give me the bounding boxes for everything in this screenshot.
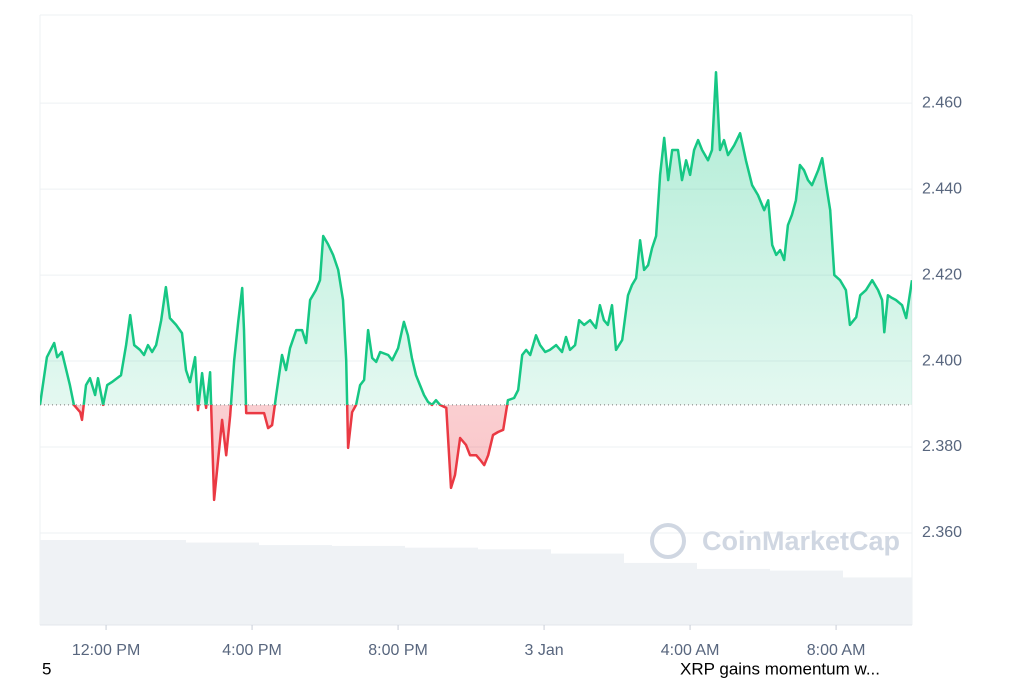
volume-bar [843, 577, 912, 625]
volume-bar [697, 568, 771, 625]
volume-bar [624, 562, 698, 625]
volume-bar [332, 545, 406, 625]
x-tick-label: 4:00 PM [222, 642, 282, 659]
volume-bar [405, 547, 479, 625]
y-tick-label: 2.360 [922, 524, 962, 541]
headline[interactable]: XRP gains momentum w... [680, 659, 880, 678]
x-tick-label: 3 Jan [525, 642, 564, 659]
volume-bar [770, 570, 844, 625]
volume-bar [40, 540, 114, 625]
area-down [73, 404, 508, 500]
footer-left: 5 [42, 659, 51, 678]
y-tick-label: 2.380 [922, 438, 962, 455]
volume-bar [478, 549, 552, 625]
volume-bar [113, 540, 187, 625]
volume-bar [186, 542, 260, 625]
x-tick-label: 12:00 PM [72, 642, 140, 659]
y-tick-label: 2.400 [922, 352, 962, 369]
x-tick-label: 4:00 AM [661, 642, 720, 659]
watermark: CoinMarketCap [650, 523, 900, 559]
watermark-text: CoinMarketCap [702, 526, 900, 556]
x-tick-label: 8:00 AM [807, 642, 866, 659]
y-tick-label: 2.420 [922, 266, 962, 283]
volume-bar [259, 545, 333, 625]
y-tick-label: 2.460 [922, 94, 962, 111]
line-up [40, 70, 912, 405]
volume-bar [551, 553, 625, 625]
y-tick-label: 2.440 [922, 180, 962, 197]
line-down [40, 404, 509, 502]
x-tick-label: 8:00 PM [368, 642, 428, 659]
